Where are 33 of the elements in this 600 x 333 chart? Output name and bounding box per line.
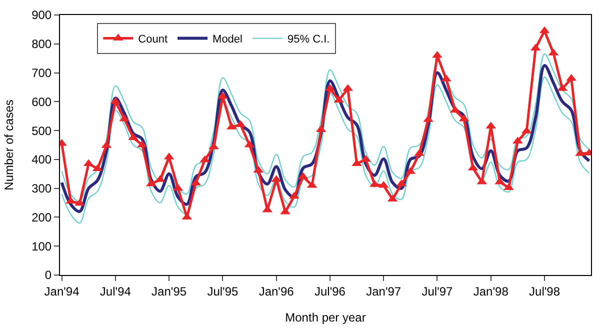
point <box>352 159 362 166</box>
point <box>66 196 76 204</box>
y-tick-label: 100 <box>32 239 52 254</box>
y-tick-label: 300 <box>32 182 52 196</box>
point <box>360 154 371 162</box>
x-tick-label: Jan'95 <box>152 284 187 298</box>
y-tick-label: 900 <box>32 8 52 22</box>
x-tick-label: Jan'97 <box>366 284 402 298</box>
x-tick-label: Jul'98 <box>529 284 560 298</box>
legend-label: 95% C.I. <box>288 34 330 46</box>
x-tick-label: Jul'96 <box>314 284 346 298</box>
y-tick-label: 200 <box>32 210 52 224</box>
x-tick-label: Jul'97 <box>422 284 454 298</box>
y-tick-label: 600 <box>32 94 52 109</box>
x-axis-title: Month per year <box>285 310 366 324</box>
point <box>218 92 228 99</box>
x-tick-label: Jul'95 <box>207 284 239 298</box>
y-tick-label: 400 <box>32 152 52 167</box>
x-tick-label: Jan'96 <box>258 284 294 298</box>
legend-label: Count <box>138 34 168 46</box>
y-tick-label: 800 <box>32 37 52 52</box>
x-tick-label: Jul'94 <box>100 284 132 298</box>
x-tick-label: Jan'94 <box>44 284 80 298</box>
point <box>504 183 514 190</box>
point <box>128 133 138 140</box>
y-tick-label: 500 <box>32 124 52 138</box>
point <box>289 192 300 199</box>
x-tick-label: Jan'98 <box>473 284 509 298</box>
point <box>432 50 442 58</box>
legend-label: Model <box>212 34 242 46</box>
y-axis-title: Number of cases <box>2 100 16 190</box>
y-tick-label: 0 <box>44 268 52 282</box>
y-tick-label: 700 <box>32 66 52 80</box>
